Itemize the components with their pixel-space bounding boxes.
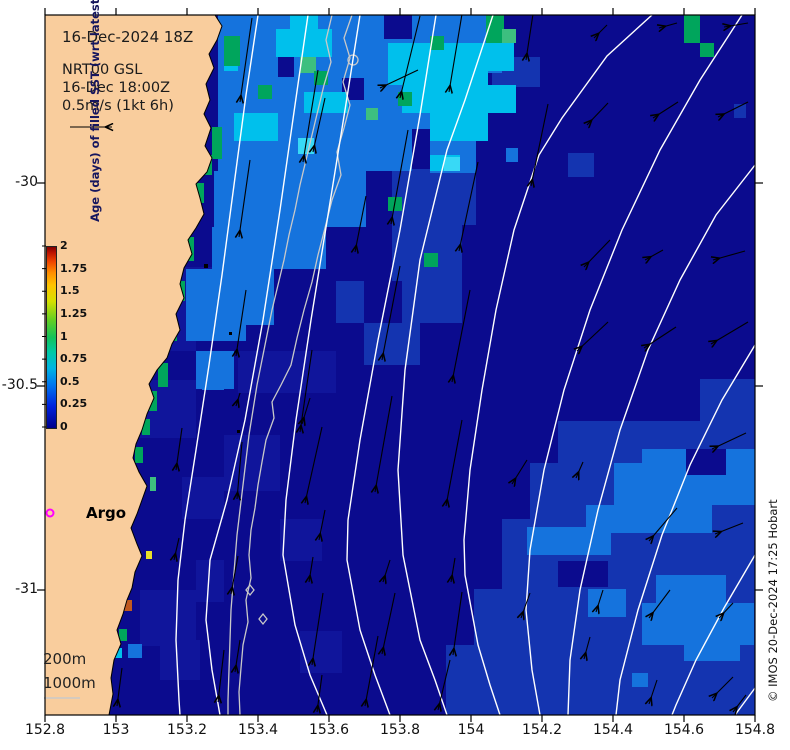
- x-tick-label: 153.4: [237, 722, 279, 738]
- land-polygon: [45, 15, 223, 715]
- colorbar-tick-label: 1.25: [60, 306, 88, 320]
- x-tick-label: 153.6: [308, 722, 350, 738]
- model-label: NRT00 GSL: [62, 62, 143, 78]
- copyright-credit: © IMOS 20-Dec-2024 17:25 Hobart: [766, 499, 780, 702]
- x-tick-label: 153.2: [166, 722, 208, 738]
- colorbar-title: Age (days) of filled SST (wrt latest): [88, 0, 102, 222]
- x-tick-label: 154.6: [663, 722, 705, 738]
- argo-float-marker: [45, 508, 55, 518]
- colorbar: [46, 246, 57, 429]
- axis-ticks: [37, 8, 763, 722]
- argo-label: Argo: [86, 504, 127, 522]
- colorbar-tick-label: 1: [60, 329, 68, 343]
- x-tick-label: 154.4: [592, 722, 634, 738]
- x-tick-label: 154.8: [734, 722, 776, 738]
- x-tick-label: 153: [102, 722, 130, 738]
- colorbar-tick-label: 0.75: [60, 352, 88, 366]
- depth-200m-label: 200m: [43, 650, 87, 668]
- current-vectors: [117, 15, 749, 712]
- x-tick-label: 152.8: [24, 722, 66, 738]
- colorbar-tick-label: 1.75: [60, 261, 88, 275]
- depth-1000m-label: 1000m: [43, 674, 96, 692]
- x-tick-label: 154: [457, 722, 485, 738]
- y-tick-label: -30.5: [1, 377, 38, 393]
- colorbar-tick-label: 0.5: [60, 374, 80, 388]
- map-layers: [45, 15, 755, 715]
- x-tick-label: 153.8: [379, 722, 421, 738]
- colorbar-tick-label: 1.5: [60, 284, 80, 298]
- colorbar-tick-label: 2: [60, 239, 68, 252]
- sea-level-contours: [175, 15, 755, 715]
- y-tick-label: -31: [15, 581, 38, 597]
- valid-time-label: 16-Dec 18:00Z: [62, 80, 171, 96]
- y-tick-label: -30: [15, 174, 38, 190]
- x-tick-label: 154.2: [521, 722, 563, 738]
- vector-scale-label: 0.5m/s (1kt 6h): [62, 98, 174, 114]
- colorbar-tick-label: 0.25: [60, 397, 88, 411]
- colorbar-tick-label: 0: [60, 420, 68, 433]
- datetime-label: 16-Dec-2024 18Z: [62, 28, 194, 46]
